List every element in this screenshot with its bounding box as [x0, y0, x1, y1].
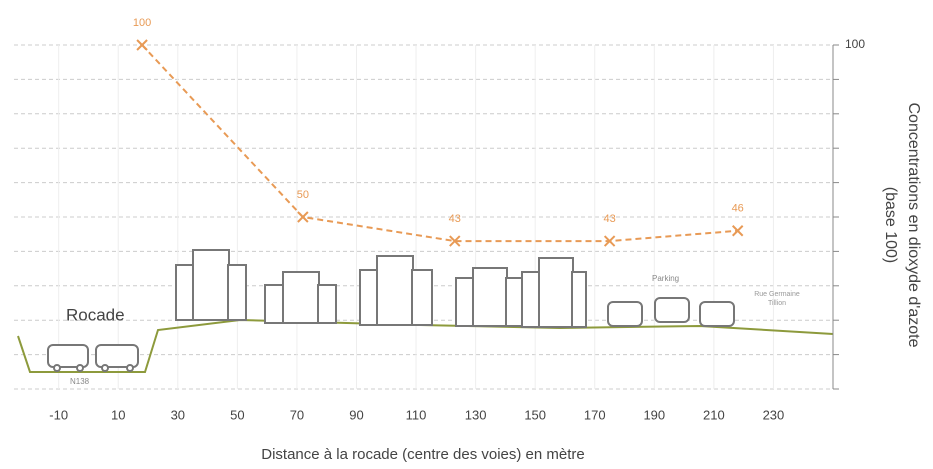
illustration	[17, 249, 834, 373]
x-tick-label: 10	[111, 407, 125, 422]
annotation-box: Rue Germaine Tillion	[754, 291, 800, 307]
annotation: Rocade	[66, 305, 125, 324]
y-axis-label: (base 100)	[882, 187, 899, 264]
data-label: 43	[604, 213, 616, 225]
building-icon	[359, 255, 433, 326]
data-label: 46	[732, 203, 744, 215]
data-label: 43	[449, 213, 461, 225]
y-tick-label: 100	[845, 37, 865, 51]
x-tick-label: 170	[584, 407, 606, 422]
x-tick-label: 30	[171, 407, 185, 422]
annotation: Parking	[652, 274, 679, 283]
building-icon	[175, 249, 247, 321]
building-icon	[521, 257, 587, 328]
data-marker	[603, 235, 616, 247]
x-tick-label: 110	[406, 407, 427, 422]
car-icon	[607, 301, 643, 327]
x-tick-label: 190	[643, 407, 665, 422]
series-line	[141, 44, 738, 243]
x-tick-label: 90	[349, 407, 363, 422]
data-marker	[449, 235, 461, 247]
ground-profile	[17, 318, 834, 373]
x-tick-label: 50	[230, 407, 244, 422]
car-icon	[95, 344, 139, 372]
annotation: N138	[70, 377, 90, 386]
car-icon	[654, 297, 690, 323]
x-tick-label: 210	[703, 407, 725, 422]
car-icon	[699, 301, 735, 327]
x-axis-label: Distance à la rocade (centre des voies) …	[261, 446, 585, 463]
data-marker	[297, 211, 309, 223]
data-marker	[136, 39, 148, 51]
annotation: Rue Germaine Tillion	[754, 291, 800, 307]
x-tick-label: 130	[465, 407, 487, 422]
data-marker	[731, 225, 744, 237]
car-icon	[47, 344, 89, 372]
building-icon	[264, 271, 337, 324]
building-icon	[455, 267, 523, 327]
x-tick-label: 230	[763, 407, 785, 422]
x-tick-label: 70	[290, 407, 304, 422]
x-tick-label: 150	[524, 407, 546, 422]
y-axis-label: Concentrations en dioxyde d'azote	[905, 103, 922, 348]
data-label: 100	[133, 17, 151, 29]
data-label: 50	[297, 189, 309, 201]
x-tick-label: -10	[49, 407, 68, 422]
